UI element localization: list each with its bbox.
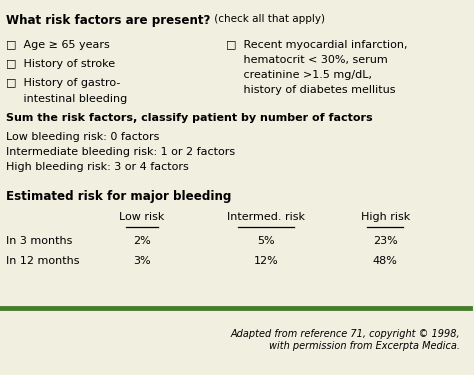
Text: 12%: 12%: [254, 256, 278, 266]
Text: 3%: 3%: [133, 256, 151, 266]
Text: In 12 months: In 12 months: [6, 256, 80, 266]
Text: intestinal bleeding: intestinal bleeding: [6, 94, 128, 104]
Text: 23%: 23%: [373, 236, 398, 246]
Text: Adapted from reference 71, copyright © 1998,
with permission from Excerpta Medic: Adapted from reference 71, copyright © 1…: [231, 329, 460, 351]
Text: creatinine >1.5 mg/dL,: creatinine >1.5 mg/dL,: [226, 70, 372, 80]
Text: In 3 months: In 3 months: [6, 236, 73, 246]
Text: Intermed. risk: Intermed. risk: [227, 212, 305, 222]
Text: 5%: 5%: [257, 236, 275, 246]
Text: What risk factors are present?: What risk factors are present?: [6, 14, 210, 27]
Text: □  History of gastro-: □ History of gastro-: [6, 78, 120, 88]
Text: □  History of stroke: □ History of stroke: [6, 59, 115, 69]
Text: 48%: 48%: [373, 256, 398, 266]
Text: High risk: High risk: [361, 212, 410, 222]
Text: □  Recent myocardial infarction,: □ Recent myocardial infarction,: [226, 40, 408, 51]
Text: Intermediate bleeding risk: 1 or 2 factors: Intermediate bleeding risk: 1 or 2 facto…: [6, 147, 235, 157]
Text: Low bleeding risk: 0 factors: Low bleeding risk: 0 factors: [6, 132, 159, 142]
Text: 2%: 2%: [133, 236, 151, 246]
Text: (check all that apply): (check all that apply): [211, 14, 325, 24]
Text: Sum the risk factors, classify patient by number of factors: Sum the risk factors, classify patient b…: [6, 113, 373, 123]
Text: High bleeding risk: 3 or 4 factors: High bleeding risk: 3 or 4 factors: [6, 162, 189, 172]
Text: Estimated risk for major bleeding: Estimated risk for major bleeding: [6, 190, 231, 204]
Text: □  Age ≥ 65 years: □ Age ≥ 65 years: [6, 40, 110, 51]
Text: Low risk: Low risk: [119, 212, 164, 222]
Text: history of diabetes mellitus: history of diabetes mellitus: [226, 85, 396, 95]
Text: hematocrit < 30%, serum: hematocrit < 30%, serum: [226, 56, 388, 65]
